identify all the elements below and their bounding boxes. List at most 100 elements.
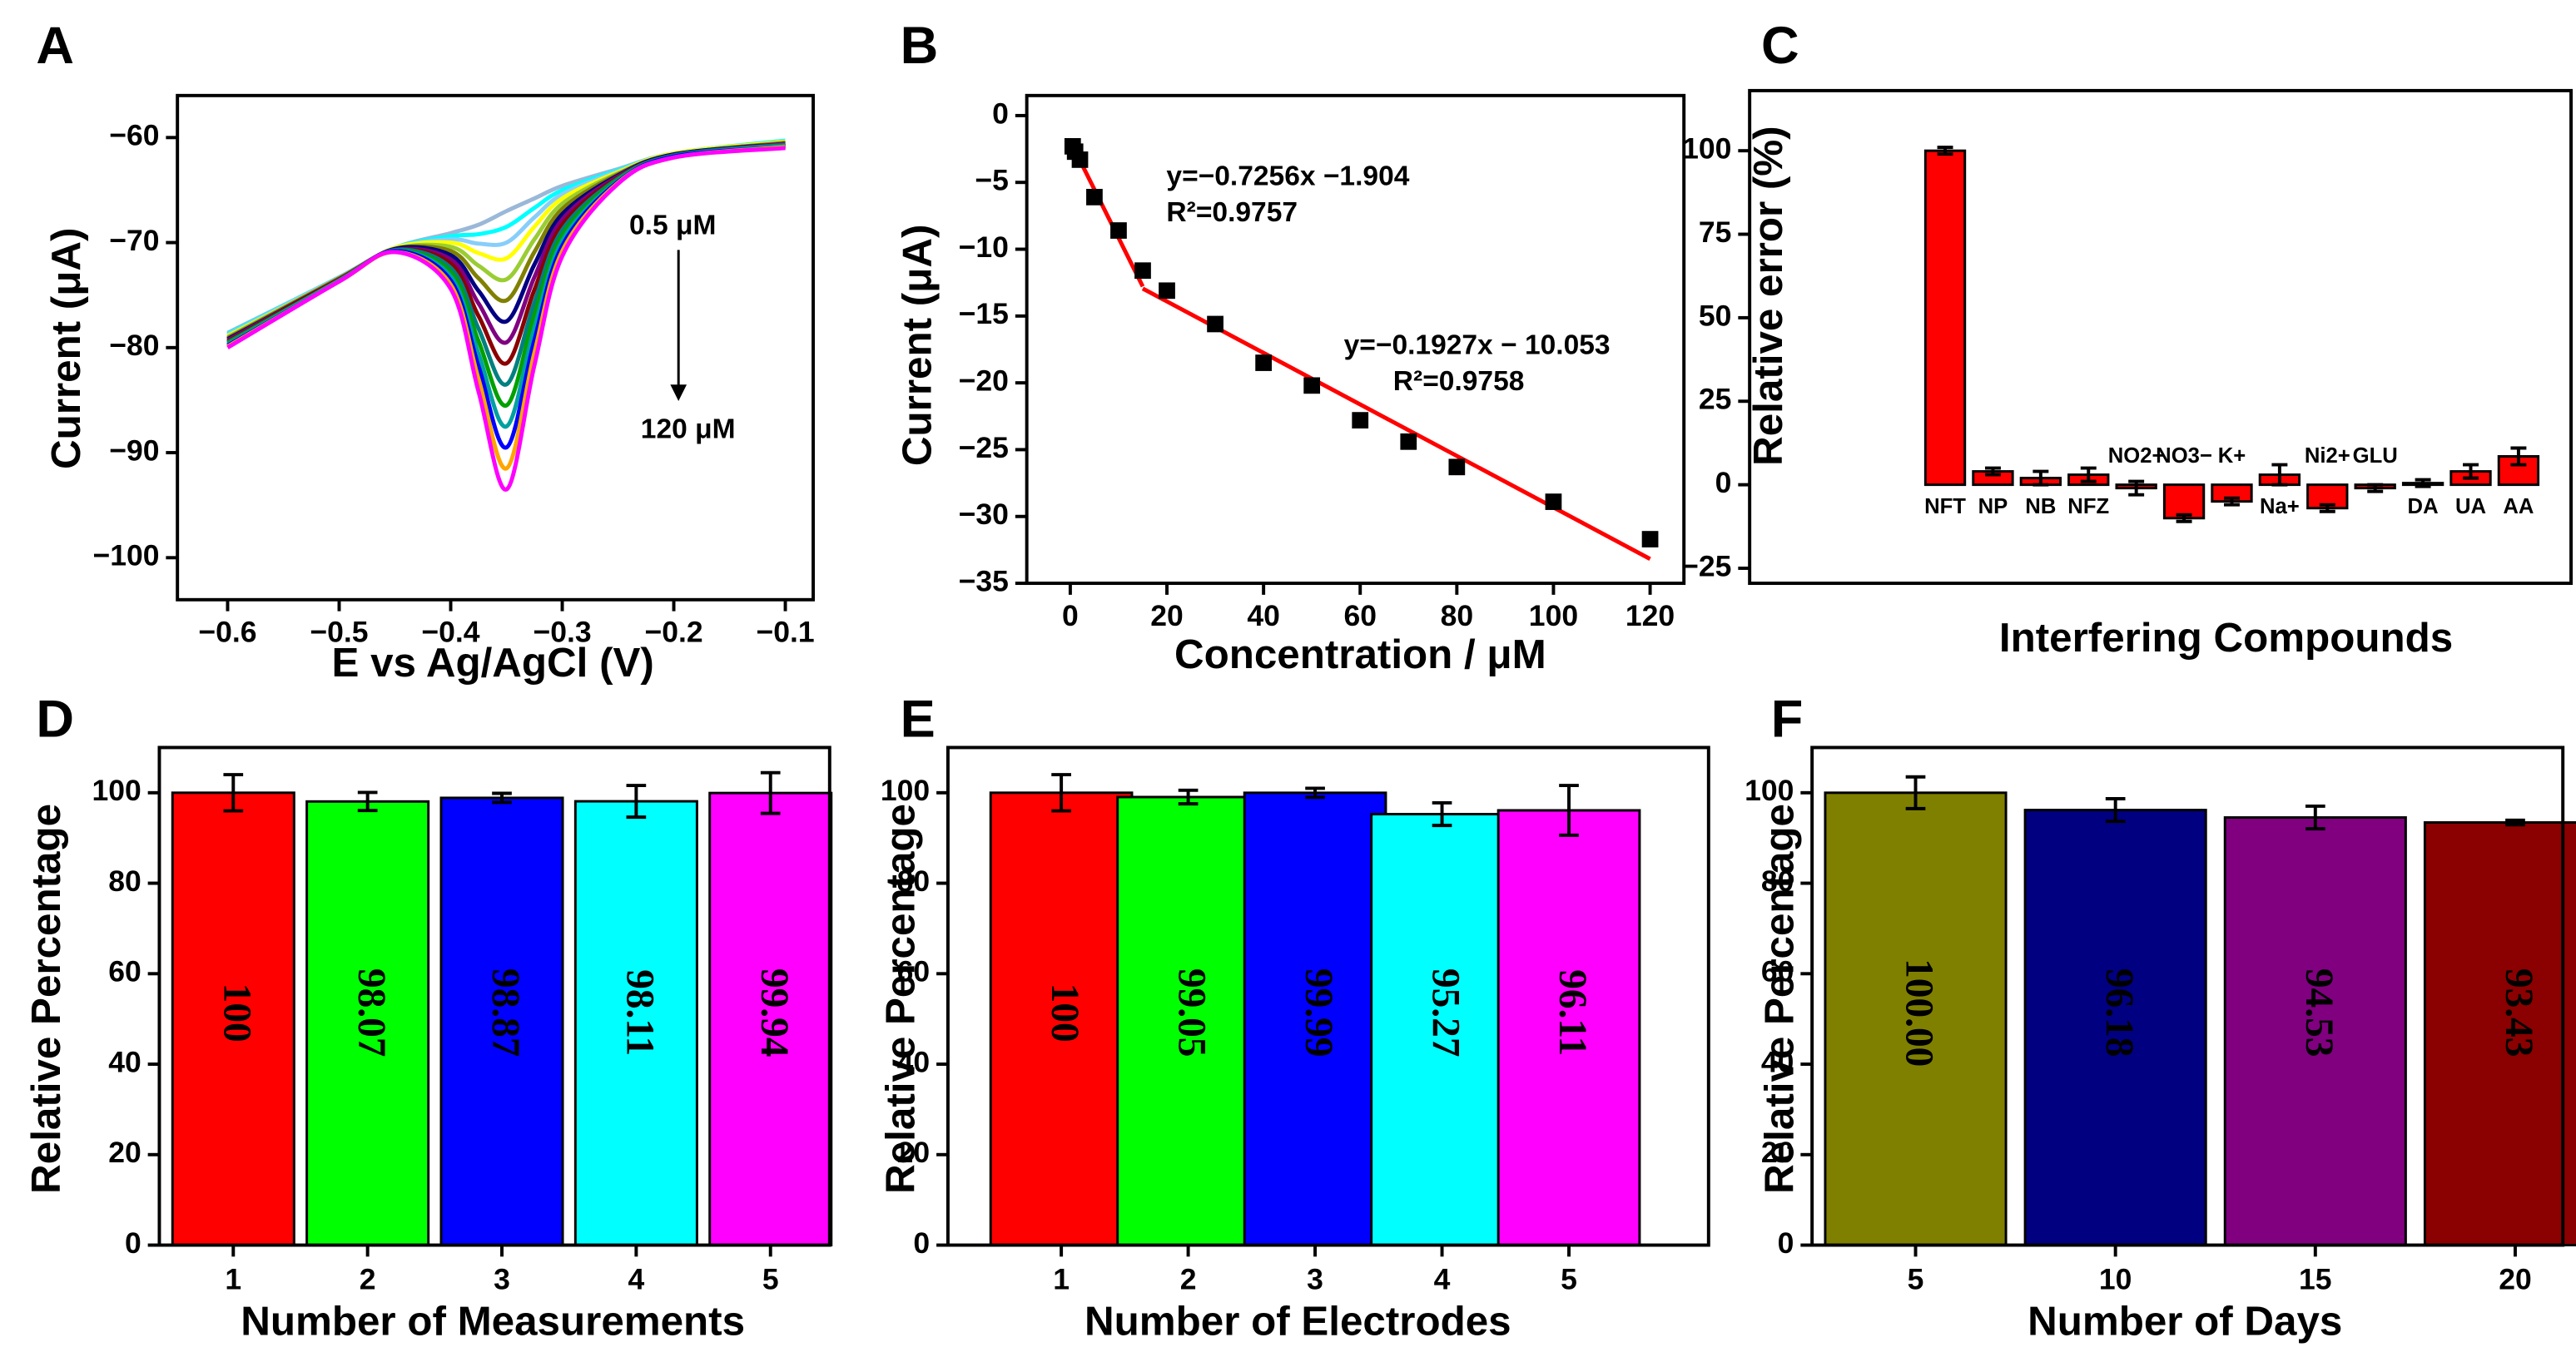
- data-point: [1641, 531, 1659, 547]
- data-point: [1352, 412, 1369, 428]
- y-tick-label: 100: [881, 774, 930, 807]
- y-tick-label: 0: [125, 1226, 141, 1260]
- x-tick-label: −0.5: [310, 616, 368, 649]
- y-axis-title: Relative Percentage: [878, 804, 924, 1194]
- error-bar: [357, 790, 378, 813]
- annotation: 120 μM: [641, 414, 736, 444]
- error-bar: [2505, 818, 2525, 827]
- data-point: [1400, 433, 1417, 450]
- y-tick-label: −60: [109, 119, 159, 152]
- error-bar: [1937, 146, 1953, 156]
- error-bar: [1051, 773, 1071, 813]
- x-tick-label: 80: [1441, 599, 1474, 632]
- bar: [2023, 809, 2207, 1246]
- error-bar: [2128, 479, 2145, 497]
- bar: [1116, 795, 1260, 1246]
- annotation: 0.5 μM: [629, 210, 716, 241]
- y-tick-label: −15: [959, 297, 1009, 330]
- x-tick-label: −0.6: [198, 616, 256, 649]
- y-tick-label: 80: [897, 864, 931, 898]
- error-bar: [2415, 478, 2431, 488]
- annotation: R²=0.9758: [1393, 366, 1525, 397]
- value-label: 100.00: [1898, 958, 1941, 1067]
- error-bar: [2271, 463, 2288, 487]
- x-tick-label: −0.3: [533, 616, 591, 649]
- plot-frame: [946, 745, 1710, 1247]
- bar: [439, 796, 564, 1246]
- category-label: AA: [2503, 495, 2534, 518]
- y-tick-label: 100: [1682, 132, 1731, 166]
- bar: [2497, 455, 2540, 487]
- y-tick-label: 20: [897, 1136, 931, 1169]
- data-point: [1086, 189, 1103, 206]
- category-label: 20: [2499, 1262, 2532, 1295]
- category-label: NFT: [1924, 495, 1966, 518]
- curve: [226, 143, 786, 408]
- data-point: [1255, 354, 1272, 371]
- plot-frame: [157, 745, 831, 1247]
- x-tick-label: −0.1: [756, 616, 814, 649]
- y-tick-label: −30: [959, 498, 1009, 531]
- plot-frame: [1025, 93, 1686, 586]
- category-label: NP: [1978, 495, 2008, 518]
- error-bar: [1432, 800, 1452, 828]
- category-label: NFZ: [2067, 495, 2109, 518]
- plot-frame: [1810, 745, 2565, 1247]
- annotation: y=−0.7256x −1.904: [1166, 161, 1409, 191]
- y-tick-label: 0: [1778, 1226, 1794, 1260]
- category-label: UA: [2455, 495, 2486, 518]
- annotation: y=−0.1927x − 10.053: [1344, 330, 1611, 361]
- category-label: 5: [1908, 1262, 1924, 1295]
- value-label: 95.27: [1424, 968, 1467, 1057]
- y-tick-label: 100: [1745, 774, 1794, 807]
- data-point: [1159, 282, 1175, 300]
- y-tick-label: −100: [92, 539, 159, 572]
- category-label: 3: [1307, 1262, 1323, 1295]
- panel-letter: C: [1761, 17, 1799, 75]
- error-bar: [1305, 786, 1325, 800]
- x-tick-label: 40: [1247, 599, 1280, 632]
- error-bar: [1559, 784, 1579, 837]
- data-point: [1110, 222, 1127, 239]
- y-axis-title: Current (μA): [894, 225, 940, 467]
- category-label: 15: [2299, 1262, 2332, 1295]
- bar: [1496, 809, 1641, 1246]
- curve: [226, 146, 786, 492]
- y-tick-label: 20: [1761, 1136, 1794, 1169]
- x-tick-label: 20: [1150, 599, 1184, 632]
- bar: [2162, 483, 2206, 520]
- y-tick-label: 50: [1699, 299, 1732, 332]
- data-point: [1303, 377, 1321, 394]
- value-label: 96.11: [1551, 969, 1594, 1056]
- bar: [1824, 791, 2008, 1246]
- value-label: 93.43: [2497, 968, 2540, 1057]
- y-tick-label: −25: [959, 431, 1009, 464]
- y-tick-label: 80: [108, 864, 141, 898]
- y-tick-label: −20: [959, 364, 1009, 398]
- y-axis-title: Current (μA): [43, 228, 89, 470]
- category-label: NO2−: [2108, 444, 2165, 468]
- fit-line: [1141, 286, 1651, 561]
- category-label: 2: [1180, 1262, 1197, 1295]
- annotation: R²=0.9757: [1166, 197, 1298, 228]
- data-point: [1207, 315, 1223, 333]
- y-axis-title: Relative Percentage: [23, 804, 69, 1194]
- x-tick-label: 60: [1343, 599, 1377, 632]
- panel-letter: E: [901, 691, 936, 749]
- error-bar: [2367, 483, 2384, 493]
- bar: [1243, 791, 1387, 1246]
- bar: [1370, 813, 1514, 1246]
- error-bar: [2224, 496, 2240, 507]
- y-axis-title: Relative Percentage: [1757, 804, 1803, 1194]
- y-tick-label: 0: [913, 1226, 930, 1260]
- panel-letter: D: [36, 691, 74, 749]
- bar: [1923, 149, 1967, 487]
- x-axis-title: E vs Ag/AgCl (V): [331, 640, 653, 686]
- y-tick-label: 80: [1761, 864, 1794, 898]
- bar: [573, 800, 698, 1246]
- error-bar: [2105, 797, 2126, 824]
- x-axis-title: Number of Measurements: [241, 1298, 745, 1344]
- panel-letter: F: [1771, 691, 1804, 749]
- value-label: 99.99: [1297, 968, 1340, 1057]
